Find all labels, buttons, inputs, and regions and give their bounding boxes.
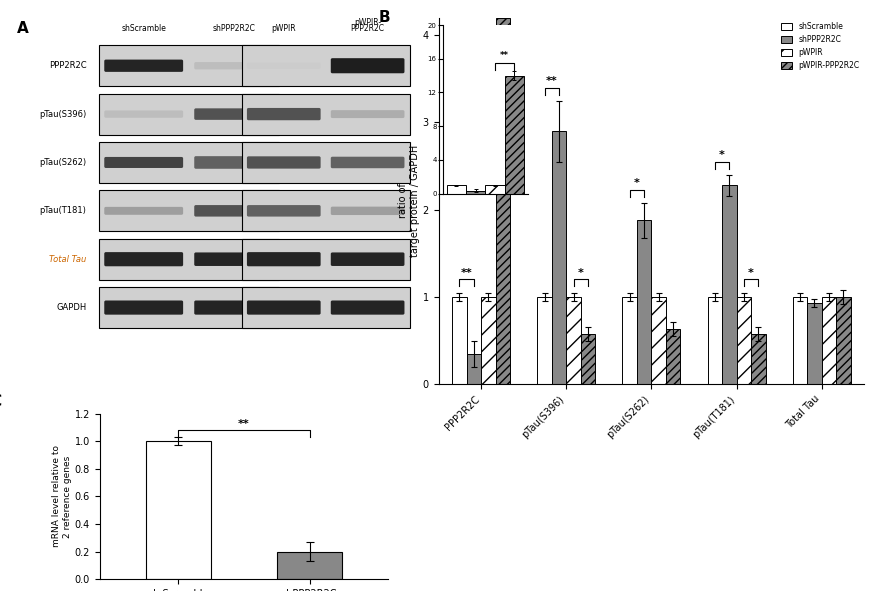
Bar xyxy=(737,297,751,384)
Legend: shScramble, shPPP2R2C, pWPIR, pWPIR-PPP2R2C: shScramble, shPPP2R2C, pWPIR, pWPIR-PPP2… xyxy=(778,20,863,73)
Text: **: ** xyxy=(546,76,558,86)
FancyBboxPatch shape xyxy=(331,58,404,73)
FancyBboxPatch shape xyxy=(331,300,404,314)
FancyBboxPatch shape xyxy=(247,63,320,69)
Text: pTau(S396): pTau(S396) xyxy=(39,109,86,119)
Bar xyxy=(836,297,850,384)
FancyBboxPatch shape xyxy=(104,60,183,72)
FancyBboxPatch shape xyxy=(99,239,278,280)
Text: shPPP2R2C: shPPP2R2C xyxy=(212,24,255,33)
Bar xyxy=(481,297,496,384)
Text: *: * xyxy=(748,268,754,278)
FancyBboxPatch shape xyxy=(247,157,320,168)
FancyBboxPatch shape xyxy=(331,252,404,266)
Bar xyxy=(538,297,552,384)
Bar xyxy=(467,353,481,384)
Bar xyxy=(277,551,342,579)
FancyBboxPatch shape xyxy=(242,239,409,280)
FancyBboxPatch shape xyxy=(247,108,320,120)
Bar xyxy=(452,297,467,384)
Text: C: C xyxy=(0,394,1,409)
Text: pTau(S262): pTau(S262) xyxy=(39,158,86,167)
FancyBboxPatch shape xyxy=(331,110,404,118)
FancyBboxPatch shape xyxy=(331,207,404,215)
FancyBboxPatch shape xyxy=(195,62,273,69)
FancyBboxPatch shape xyxy=(242,46,409,86)
Bar xyxy=(146,441,211,579)
FancyBboxPatch shape xyxy=(331,157,404,168)
FancyBboxPatch shape xyxy=(195,156,273,169)
FancyBboxPatch shape xyxy=(242,287,409,328)
Bar xyxy=(722,185,737,384)
Text: shScramble: shScramble xyxy=(121,24,166,33)
Bar xyxy=(622,297,637,384)
FancyBboxPatch shape xyxy=(195,300,273,314)
FancyBboxPatch shape xyxy=(99,46,278,86)
Bar xyxy=(581,333,595,384)
FancyBboxPatch shape xyxy=(247,252,320,267)
FancyBboxPatch shape xyxy=(195,252,273,266)
FancyBboxPatch shape xyxy=(99,142,278,183)
Text: pTau(T181): pTau(T181) xyxy=(39,206,86,215)
Bar xyxy=(567,297,581,384)
Text: *: * xyxy=(578,268,584,278)
Bar xyxy=(793,297,808,384)
FancyBboxPatch shape xyxy=(104,207,183,215)
FancyBboxPatch shape xyxy=(99,93,278,135)
Text: pWPIR-: pWPIR- xyxy=(354,18,382,27)
Bar xyxy=(637,220,651,384)
Text: B: B xyxy=(379,11,390,25)
Bar xyxy=(708,297,722,384)
Text: **: ** xyxy=(461,268,472,278)
Y-axis label: mRNA level relative to
2 reference genes: mRNA level relative to 2 reference genes xyxy=(52,446,72,547)
FancyBboxPatch shape xyxy=(104,157,183,168)
Text: Total Tau: Total Tau xyxy=(49,255,86,264)
FancyBboxPatch shape xyxy=(242,93,409,135)
FancyBboxPatch shape xyxy=(242,190,409,231)
Bar xyxy=(496,18,510,384)
FancyBboxPatch shape xyxy=(247,205,320,216)
Bar xyxy=(666,329,680,384)
FancyBboxPatch shape xyxy=(104,111,183,118)
Text: PPP2R2C: PPP2R2C xyxy=(49,61,86,70)
FancyBboxPatch shape xyxy=(242,142,409,183)
FancyBboxPatch shape xyxy=(247,300,320,314)
Text: PPP2R2C: PPP2R2C xyxy=(351,24,385,33)
Text: A: A xyxy=(17,21,29,37)
Text: *: * xyxy=(634,178,640,188)
Bar xyxy=(751,333,766,384)
Bar xyxy=(651,297,666,384)
Bar xyxy=(821,297,836,384)
Text: pWPIR: pWPIR xyxy=(272,24,296,33)
FancyBboxPatch shape xyxy=(104,300,183,314)
Y-axis label: ratio of
target protein / GAPDH: ratio of target protein / GAPDH xyxy=(398,145,420,257)
FancyBboxPatch shape xyxy=(195,108,273,120)
Text: *: * xyxy=(719,150,725,160)
Bar xyxy=(808,303,821,384)
FancyBboxPatch shape xyxy=(99,190,278,231)
FancyBboxPatch shape xyxy=(104,252,183,267)
FancyBboxPatch shape xyxy=(99,287,278,328)
FancyBboxPatch shape xyxy=(195,205,273,216)
Text: **: ** xyxy=(238,419,250,429)
Text: GAPDH: GAPDH xyxy=(56,303,86,312)
Bar xyxy=(552,131,567,384)
